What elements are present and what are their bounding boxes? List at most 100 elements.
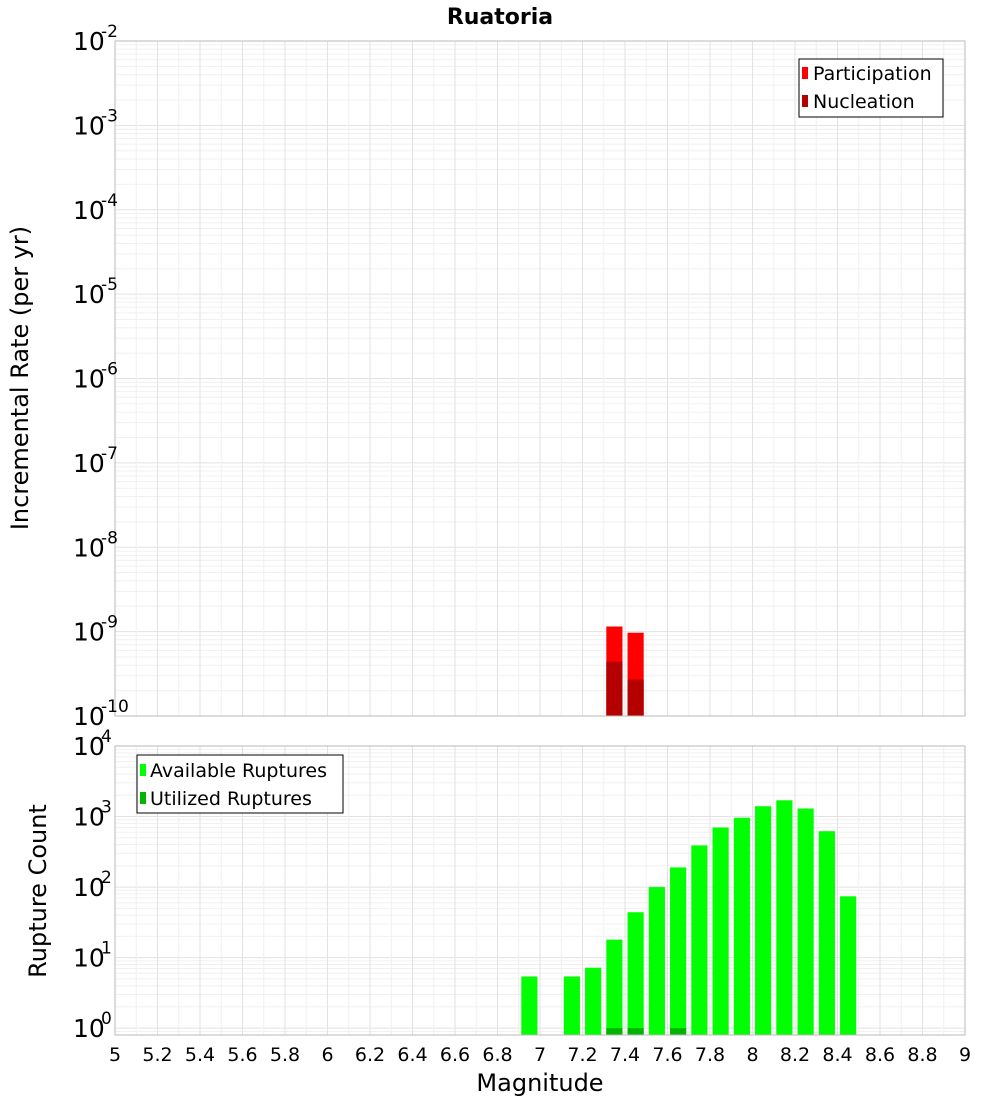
x-axis-label: Magnitude bbox=[476, 1069, 603, 1097]
y-tick-label: 10-4 bbox=[73, 191, 118, 225]
y-tick-label: 10-7 bbox=[73, 444, 118, 478]
bottom-plot-frame bbox=[114, 745, 966, 1036]
x-tick-label: 6.8 bbox=[482, 1044, 512, 1066]
y-tick-base: 10 bbox=[73, 365, 105, 394]
count-bar-1-6 bbox=[670, 1028, 687, 1035]
legend-swatch-available-ruptures bbox=[140, 764, 146, 776]
y-tick-base: 10 bbox=[73, 533, 105, 562]
count-bar-1-3 bbox=[606, 1028, 623, 1035]
top-legend-box bbox=[798, 58, 944, 118]
x-tick-label: 6.4 bbox=[397, 1044, 427, 1066]
y-tick-base: 10 bbox=[73, 449, 105, 478]
bottom-legend: Available Ruptures Utilized Ruptures bbox=[136, 754, 344, 814]
count-bar-0-1 bbox=[563, 976, 580, 1035]
y-tick-label: 10-10 bbox=[73, 697, 129, 731]
y-tick-label: 100 bbox=[73, 1009, 112, 1043]
x-tick-label: 5 bbox=[109, 1044, 121, 1066]
y-tick-exponent: -4 bbox=[101, 191, 118, 211]
count-bar-0-2 bbox=[585, 967, 602, 1035]
rate-bar-1-0 bbox=[606, 661, 623, 716]
legend-label-nucleation: Nucleation bbox=[813, 91, 915, 113]
count-bar-0-5 bbox=[648, 887, 665, 1035]
y-tick-exponent: -5 bbox=[101, 275, 118, 295]
y-tick-exponent: -6 bbox=[101, 360, 118, 380]
legend-swatch-nucleation bbox=[802, 95, 808, 107]
count-bar-0-12 bbox=[797, 808, 814, 1035]
y-tick-base: 10 bbox=[73, 873, 105, 902]
top-plot-grid bbox=[114, 41, 966, 717]
x-tick-label: 5.4 bbox=[185, 1044, 215, 1066]
top-legend: Participation Nucleation bbox=[798, 58, 944, 118]
top-plot-frame bbox=[114, 40, 966, 717]
rate-bar-1-1 bbox=[627, 679, 644, 716]
y-tick-base: 10 bbox=[73, 732, 105, 761]
y-tick-base: 10 bbox=[73, 280, 105, 309]
legend-label-utilized-ruptures: Utilized Ruptures bbox=[150, 788, 312, 810]
x-tick-label: 6.6 bbox=[440, 1044, 470, 1066]
y-tick-base: 10 bbox=[73, 944, 105, 973]
y-tick-base: 10 bbox=[73, 1014, 105, 1043]
count-bar-0-7 bbox=[691, 845, 708, 1035]
y-tick-label: 10-9 bbox=[73, 613, 118, 647]
y-tick-label: 10-6 bbox=[73, 360, 118, 394]
y-tick-label: 10-3 bbox=[73, 106, 118, 140]
x-tick-label: 7.2 bbox=[567, 1044, 597, 1066]
y-tick-label: 10-8 bbox=[73, 528, 118, 562]
y-tick-label: 10-2 bbox=[73, 22, 118, 56]
count-bar-0-11 bbox=[776, 800, 793, 1035]
y-tick-exponent: -10 bbox=[101, 697, 129, 717]
top-plot-bars bbox=[606, 626, 644, 716]
count-bar-0-6 bbox=[670, 867, 687, 1035]
y-tick-base: 10 bbox=[73, 27, 105, 56]
legend-swatch-participation bbox=[802, 67, 808, 79]
y-tick-exponent: 0 bbox=[101, 1009, 112, 1029]
chart-title: Ruatoria bbox=[447, 5, 553, 30]
count-bar-1-4 bbox=[627, 1028, 644, 1035]
x-tick-label: 8.4 bbox=[822, 1044, 852, 1066]
x-tick-label: 5.8 bbox=[270, 1044, 300, 1066]
x-tick-label: 5.2 bbox=[142, 1044, 172, 1066]
y-tick-exponent: 1 bbox=[101, 939, 112, 959]
x-tick-label: 8.6 bbox=[865, 1044, 895, 1066]
x-tick-label: 7.6 bbox=[652, 1044, 682, 1066]
y-tick-label: 10-5 bbox=[73, 275, 118, 309]
x-tick-labels: 5 5.2 5.4 5.6 5.8 6 6.2 6.4 6.6 6.8 7 7.2 7.4 7.6 7.8 8… bbox=[109, 1044, 971, 1066]
x-tick-label: 5.6 bbox=[227, 1044, 257, 1066]
count-bar-0-14 bbox=[840, 896, 857, 1035]
y-tick-label: 101 bbox=[73, 939, 112, 973]
y-tick-base: 10 bbox=[73, 618, 105, 647]
x-tick-label: 6.2 bbox=[355, 1044, 385, 1066]
count-bar-0-8 bbox=[712, 827, 729, 1035]
y-tick-label: 102 bbox=[73, 868, 112, 902]
top-y-tick-labels: 10-210-310-410-510-610-710-810-910-10 bbox=[73, 22, 129, 731]
count-bar-0-9 bbox=[733, 817, 750, 1035]
y-tick-base: 10 bbox=[73, 702, 105, 731]
y-tick-base: 10 bbox=[73, 196, 105, 225]
legend-label-available-ruptures: Available Ruptures bbox=[150, 760, 327, 782]
y-tick-exponent: -2 bbox=[101, 22, 118, 42]
y-tick-base: 10 bbox=[73, 803, 105, 832]
y-tick-base: 10 bbox=[73, 111, 105, 140]
legend-swatch-utilized-ruptures bbox=[140, 792, 146, 804]
top-y-axis-label: Incremental Rate (per yr) bbox=[6, 226, 34, 530]
legend-label-participation: Participation bbox=[813, 63, 932, 85]
x-tick-label: 9 bbox=[959, 1044, 971, 1066]
count-bar-0-3 bbox=[606, 939, 623, 1035]
y-tick-label: 104 bbox=[73, 727, 112, 761]
bottom-plot-bars bbox=[521, 800, 857, 1035]
count-bar-0-0 bbox=[521, 976, 538, 1035]
y-tick-exponent: -8 bbox=[101, 528, 118, 548]
y-tick-exponent: 2 bbox=[101, 868, 112, 888]
y-tick-label: 103 bbox=[73, 798, 112, 832]
count-bar-0-13 bbox=[818, 831, 835, 1035]
y-tick-exponent: -9 bbox=[101, 613, 118, 633]
count-bar-0-10 bbox=[755, 806, 772, 1035]
bottom-y-axis-label: Rupture Count bbox=[24, 804, 52, 978]
x-tick-label: 8.2 bbox=[780, 1044, 810, 1066]
x-tick-label: 7.8 bbox=[695, 1044, 725, 1066]
count-bar-0-4 bbox=[627, 912, 644, 1035]
bottom-legend-box bbox=[136, 754, 344, 814]
